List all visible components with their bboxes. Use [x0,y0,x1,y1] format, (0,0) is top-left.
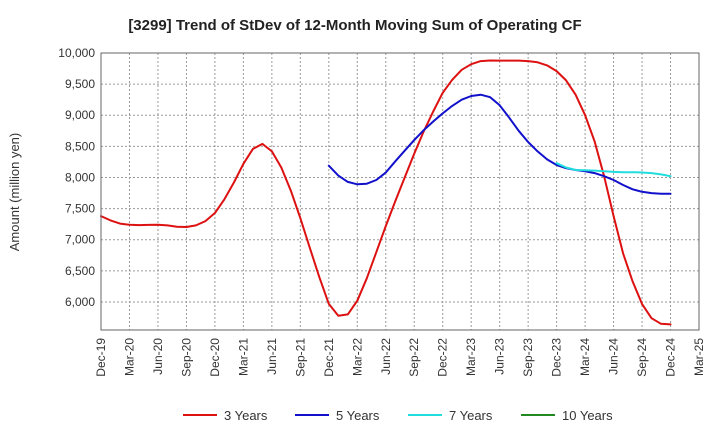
x-tick-label: Mar-22 [350,338,364,376]
x-tick-label: Dec-22 [436,338,450,377]
x-tick-label: Mar-20 [122,338,136,376]
x-tick-label: Dec-20 [208,338,222,377]
x-tick-label: Mar-23 [464,338,478,376]
y-tick-label: 10,000 [58,46,95,60]
series-line-3-years [100,59,672,326]
y-tick-label: 6,000 [65,295,95,309]
x-tick-label: Sep-22 [407,338,421,377]
plot-area-frame [100,52,700,331]
x-axis-ticks: Dec-19 Mar-20 Jun-20 Sep-20 Dec-20 Mar-21 Jun-… [94,338,706,377]
y-tick-label: 7,500 [65,202,95,216]
legend-label-5-years: 5 Years [336,408,380,423]
x-tick-label: Dec-21 [322,338,336,377]
x-tick-label: Jun-21 [265,338,279,375]
series-line-5-years [327,93,672,195]
x-tick-label: Sep-21 [293,338,307,377]
y-axis-label: Amount (million yen) [7,133,22,252]
x-tick-label: Jun-23 [493,338,507,375]
x-tick-label: Jun-20 [151,338,165,375]
series-group [100,59,672,326]
x-tick-label: Dec-19 [94,338,108,377]
legend: 3 Years 5 Years 7 Years 10 Years [183,408,613,423]
y-tick-label: 8,000 [65,170,95,184]
x-tick-label: Mar-21 [236,338,250,376]
series-line-7-years [555,162,672,178]
x-tick-label: Sep-20 [179,338,193,377]
x-tick-label: Mar-25 [692,338,706,376]
y-tick-label: 9,500 [65,77,95,91]
x-tick-label: Jun-24 [607,338,621,375]
x-tick-label: Sep-23 [521,338,535,377]
legend-label-10-years: 10 Years [562,408,613,423]
x-tick-label: Dec-23 [550,338,564,377]
x-tick-label: Jun-22 [379,338,393,375]
x-tick-label: Sep-24 [635,338,649,377]
y-tick-label: 9,000 [65,108,95,122]
x-tick-label: Dec-24 [664,338,678,377]
y-axis-ticks: 6,000 6,500 7,000 7,500 8,000 8,500 9,000 9,500… [58,46,95,309]
legend-label-7-years: 7 Years [449,408,493,423]
chart-title: [3299] Trend of StDev of 12-Month Moving… [128,17,581,34]
y-tick-label: 6,500 [65,264,95,278]
y-tick-label: 7,000 [65,233,95,247]
y-tick-label: 8,500 [65,139,95,153]
x-tick-label: Mar-24 [578,338,592,376]
legend-label-3-years: 3 Years [224,408,268,423]
